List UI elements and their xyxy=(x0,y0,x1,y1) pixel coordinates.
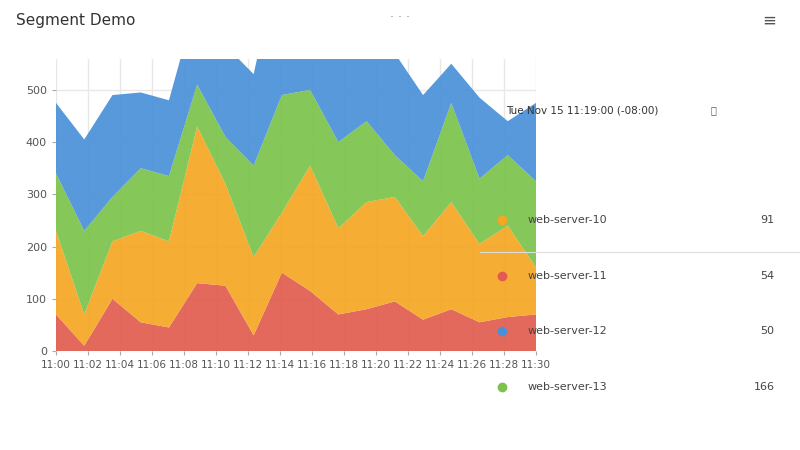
Text: ≡: ≡ xyxy=(762,11,776,29)
Text: A
Z: A Z xyxy=(704,94,710,114)
Text: 91: 91 xyxy=(760,215,774,225)
Text: 166: 166 xyxy=(754,382,774,392)
Text: Segment Demo: Segment Demo xyxy=(16,14,135,28)
Text: · · ·: · · · xyxy=(390,11,410,24)
Text: web-server-13: web-server-13 xyxy=(528,382,608,392)
Text: 🔍: 🔍 xyxy=(710,105,716,116)
Text: web-server-12: web-server-12 xyxy=(528,326,608,336)
Text: web-server-11: web-server-11 xyxy=(528,271,608,281)
Text: web-server-10: web-server-10 xyxy=(528,215,608,225)
Text: 54: 54 xyxy=(760,271,774,281)
Text: 50: 50 xyxy=(761,326,774,336)
Text: Tue Nov 15 11:19:00 (-08:00): Tue Nov 15 11:19:00 (-08:00) xyxy=(506,105,658,116)
